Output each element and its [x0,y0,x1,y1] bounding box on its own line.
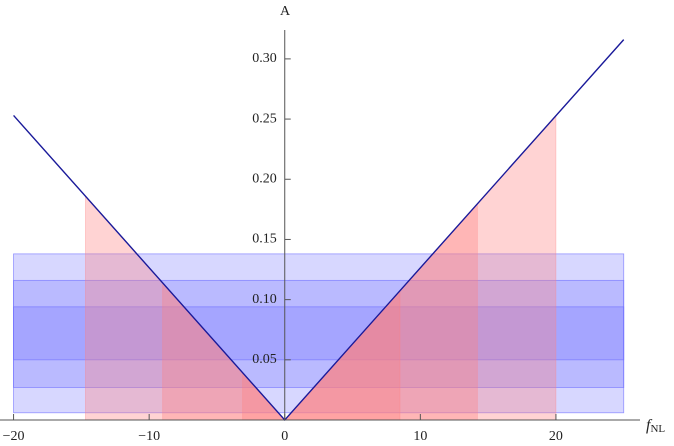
x-tick-label: −10 [138,429,160,444]
x-label-main: f [646,417,653,434]
y-tick-label: 0.30 [252,51,277,66]
blue-band [13,306,625,361]
y-tick-label: 0.10 [252,292,277,307]
y-axis-label: A [280,4,291,19]
x-label-sub: NL [650,423,665,435]
x-axis-label: fNL [646,417,665,435]
x-tick-label: 20 [549,429,563,444]
blue-band [13,279,625,388]
x-tick-label: 0 [281,429,288,444]
y-tick-label: 0.25 [252,111,277,126]
y-tick-label: 0.05 [252,352,277,367]
y-tick-label: 0.15 [252,232,277,247]
x-tick-label: −20 [3,429,25,444]
y-tick-label: 0.20 [252,171,277,186]
x-tick-label: 10 [413,429,427,444]
